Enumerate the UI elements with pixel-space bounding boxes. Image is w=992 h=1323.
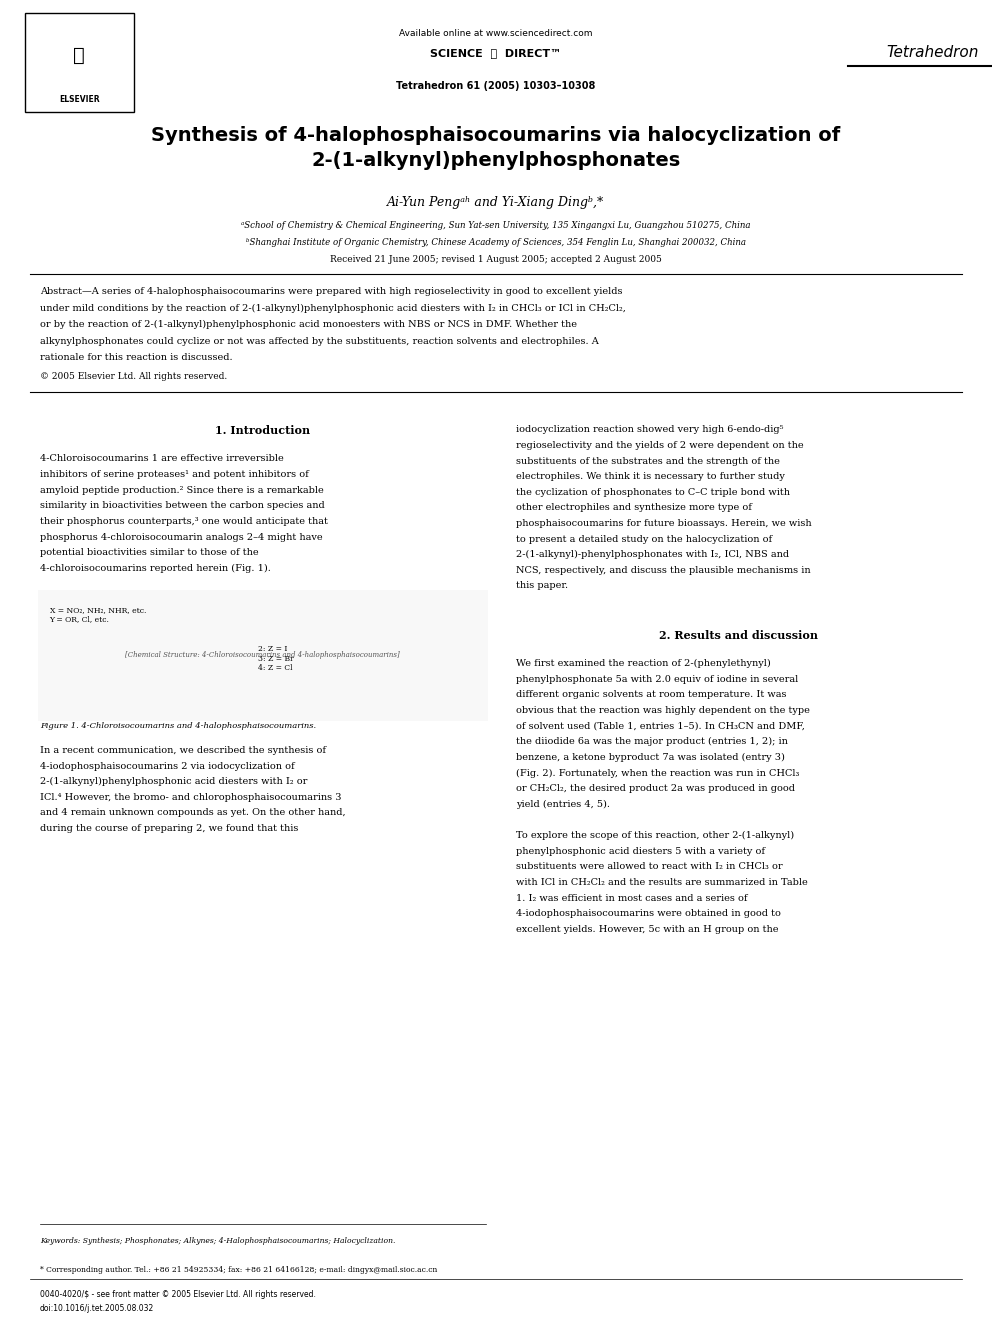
Text: 1. I₂ was efficient in most cases and a series of: 1. I₂ was efficient in most cases and a … [516, 893, 747, 902]
Text: other electrophiles and synthesize more type of: other electrophiles and synthesize more … [516, 503, 752, 512]
Text: regioselectivity and the yields of 2 were dependent on the: regioselectivity and the yields of 2 wer… [516, 441, 804, 450]
Text: ELSEVIER: ELSEVIER [60, 95, 99, 105]
Text: of solvent used (Table 1, entries 1–5). In CH₃CN and DMF,: of solvent used (Table 1, entries 1–5). … [516, 722, 805, 730]
Text: iodocyclization reaction showed very high 6-endo-dig⁵: iodocyclization reaction showed very hig… [516, 425, 784, 434]
Text: Tetrahedron 61 (2005) 10303–10308: Tetrahedron 61 (2005) 10303–10308 [396, 81, 595, 91]
Text: alkynylphosphonates could cyclize or not was affected by the substituents, react: alkynylphosphonates could cyclize or not… [40, 336, 598, 345]
Text: ᵃSchool of Chemistry & Chemical Engineering, Sun Yat-sen University, 135 Xingang: ᵃSchool of Chemistry & Chemical Engineer… [241, 221, 751, 230]
Text: electrophiles. We think it is necessary to further study: electrophiles. We think it is necessary … [516, 472, 785, 482]
Text: Synthesis of 4-halophosphaisocoumarins via halocyclization of
2-(1-alkynyl)pheny: Synthesis of 4-halophosphaisocoumarins v… [152, 126, 840, 169]
Text: 4-iodophosphaisocoumarins were obtained in good to: 4-iodophosphaisocoumarins were obtained … [516, 909, 781, 918]
Text: Abstract—A series of 4-halophosphaisocoumarins were prepared with high regiosele: Abstract—A series of 4-halophosphaisocou… [40, 287, 622, 296]
Text: 🌳: 🌳 [73, 46, 85, 65]
Text: the diiodide 6a was the major product (entries 1, 2); in: the diiodide 6a was the major product (e… [516, 737, 788, 746]
Text: phosphorus 4-chloroisocoumarin analogs 2–4 might have: phosphorus 4-chloroisocoumarin analogs 2… [40, 532, 322, 541]
Text: 2-(1-alkynyl)phenylphosphonic acid diesters with I₂ or: 2-(1-alkynyl)phenylphosphonic acid diest… [40, 778, 308, 786]
Text: under mild conditions by the reaction of 2-(1-alkynyl)phenylphosphonic acid dies: under mild conditions by the reaction of… [40, 303, 626, 312]
Text: rationale for this reaction is discussed.: rationale for this reaction is discussed… [40, 353, 232, 363]
Text: 2-(1-alkynyl)-phenylphosphonates with I₂, ICl, NBS and: 2-(1-alkynyl)-phenylphosphonates with I₂… [516, 550, 789, 560]
FancyBboxPatch shape [38, 590, 488, 721]
Text: 2. Results and discussion: 2. Results and discussion [660, 630, 818, 642]
Text: © 2005 Elsevier Ltd. All rights reserved.: © 2005 Elsevier Ltd. All rights reserved… [40, 372, 227, 381]
Text: 4-iodophosphaisocoumarins 2 via iodocyclization of: 4-iodophosphaisocoumarins 2 via iodocycl… [40, 762, 295, 771]
Text: SCIENCE  ⓓ  DIRECT™: SCIENCE ⓓ DIRECT™ [431, 49, 561, 60]
Text: 1. Introduction: 1. Introduction [215, 425, 310, 437]
FancyBboxPatch shape [25, 13, 134, 112]
Text: benzene, a ketone byproduct 7a was isolated (entry 3): benzene, a ketone byproduct 7a was isola… [516, 753, 785, 762]
Text: with ICl in CH₂Cl₂ and the results are summarized in Table: with ICl in CH₂Cl₂ and the results are s… [516, 878, 807, 888]
Text: NCS, respectively, and discuss the plausible mechanisms in: NCS, respectively, and discuss the plaus… [516, 566, 810, 576]
Text: [Chemical Structure: 4-Chloroisocoumarins and 4-halophosphaisocoumarins]: [Chemical Structure: 4-Chloroisocoumarin… [126, 651, 400, 659]
Text: ᵇShanghai Institute of Organic Chemistry, Chinese Academy of Sciences, 354 Fengl: ᵇShanghai Institute of Organic Chemistry… [246, 238, 746, 247]
Text: 0040-4020/$ - see front matter © 2005 Elsevier Ltd. All rights reserved.: 0040-4020/$ - see front matter © 2005 El… [40, 1290, 315, 1299]
Text: X = NO₂, NH₂, NHR, etc.
Y = OR, Cl, etc.: X = NO₂, NH₂, NHR, etc. Y = OR, Cl, etc. [50, 606, 146, 623]
Text: 4-Chloroisocoumarins 1 are effective irreversible: 4-Chloroisocoumarins 1 are effective irr… [40, 454, 284, 463]
Text: amyloid peptide production.² Since there is a remarkable: amyloid peptide production.² Since there… [40, 486, 323, 495]
Text: to present a detailed study on the halocyclization of: to present a detailed study on the haloc… [516, 534, 772, 544]
Text: phenylphosphonate 5a with 2.0 equiv of iodine in several: phenylphosphonate 5a with 2.0 equiv of i… [516, 675, 798, 684]
Text: yield (entries 4, 5).: yield (entries 4, 5). [516, 799, 610, 808]
Text: inhibitors of serine proteases¹ and potent inhibitors of: inhibitors of serine proteases¹ and pote… [40, 470, 309, 479]
Text: * Corresponding author. Tel.: +86 21 54925334; fax: +86 21 64166128; e-mail: din: * Corresponding author. Tel.: +86 21 549… [40, 1266, 437, 1274]
Text: this paper.: this paper. [516, 582, 568, 590]
Text: In a recent communication, we described the synthesis of: In a recent communication, we described … [40, 746, 325, 755]
Text: different organic solvents at room temperature. It was: different organic solvents at room tempe… [516, 691, 787, 700]
Text: the cyclization of phosphonates to C–C triple bond with: the cyclization of phosphonates to C–C t… [516, 488, 790, 497]
Text: potential bioactivities similar to those of the: potential bioactivities similar to those… [40, 548, 258, 557]
Text: We first examined the reaction of 2-(phenylethynyl): We first examined the reaction of 2-(phe… [516, 659, 771, 668]
Text: (Fig. 2). Fortunately, when the reaction was run in CHCl₃: (Fig. 2). Fortunately, when the reaction… [516, 769, 800, 778]
Text: ICl.⁴ However, the bromo- and chlorophosphaisocoumarins 3: ICl.⁴ However, the bromo- and chlorophos… [40, 792, 341, 802]
Text: phosphaisocoumarins for future bioassays. Herein, we wish: phosphaisocoumarins for future bioassays… [516, 519, 811, 528]
Text: similarity in bioactivities between the carbon species and: similarity in bioactivities between the … [40, 501, 324, 511]
Text: substituents were allowed to react with I₂ in CHCl₃ or: substituents were allowed to react with … [516, 863, 783, 872]
Text: obvious that the reaction was highly dependent on the type: obvious that the reaction was highly dep… [516, 706, 809, 716]
Text: 4-chloroisocoumarins reported herein (Fig. 1).: 4-chloroisocoumarins reported herein (Fi… [40, 564, 271, 573]
Text: their phosphorus counterparts,³ one would anticipate that: their phosphorus counterparts,³ one woul… [40, 517, 327, 527]
Text: or CH₂Cl₂, the desired product 2a was produced in good: or CH₂Cl₂, the desired product 2a was pr… [516, 785, 795, 794]
Text: To explore the scope of this reaction, other 2-(1-alkynyl): To explore the scope of this reaction, o… [516, 831, 794, 840]
Text: Figure 1. 4-Chloroisocoumarins and 4-halophosphaisocoumarins.: Figure 1. 4-Chloroisocoumarins and 4-hal… [40, 722, 315, 730]
Text: Available online at www.sciencedirect.com: Available online at www.sciencedirect.co… [399, 29, 593, 38]
Text: Tetrahedron: Tetrahedron [886, 45, 979, 60]
Text: substituents of the substrates and the strength of the: substituents of the substrates and the s… [516, 456, 780, 466]
Text: doi:10.1016/j.tet.2005.08.032: doi:10.1016/j.tet.2005.08.032 [40, 1304, 154, 1314]
Text: or by the reaction of 2-(1-alkynyl)phenylphosphonic acid monoesters with NBS or : or by the reaction of 2-(1-alkynyl)pheny… [40, 320, 576, 329]
Text: Received 21 June 2005; revised 1 August 2005; accepted 2 August 2005: Received 21 June 2005; revised 1 August … [330, 255, 662, 265]
Text: phenylphosphonic acid diesters 5 with a variety of: phenylphosphonic acid diesters 5 with a … [516, 847, 765, 856]
Text: excellent yields. However, 5c with an H group on the: excellent yields. However, 5c with an H … [516, 925, 779, 934]
Text: Keywords: Synthesis; Phosphonates; Alkynes; 4-Halophosphaisocoumarins; Halocycli: Keywords: Synthesis; Phosphonates; Alkyn… [40, 1237, 395, 1245]
Text: and 4 remain unknown compounds as yet. On the other hand,: and 4 remain unknown compounds as yet. O… [40, 808, 345, 818]
Text: Ai-Yun Pengᵃʰ and Yi-Xiang Dingᵇ,*: Ai-Yun Pengᵃʰ and Yi-Xiang Dingᵇ,* [387, 196, 604, 209]
Text: 2: Z = I
3: Z = Br
4: Z = Cl: 2: Z = I 3: Z = Br 4: Z = Cl [258, 646, 294, 672]
Text: during the course of preparing 2, we found that this: during the course of preparing 2, we fou… [40, 824, 298, 833]
